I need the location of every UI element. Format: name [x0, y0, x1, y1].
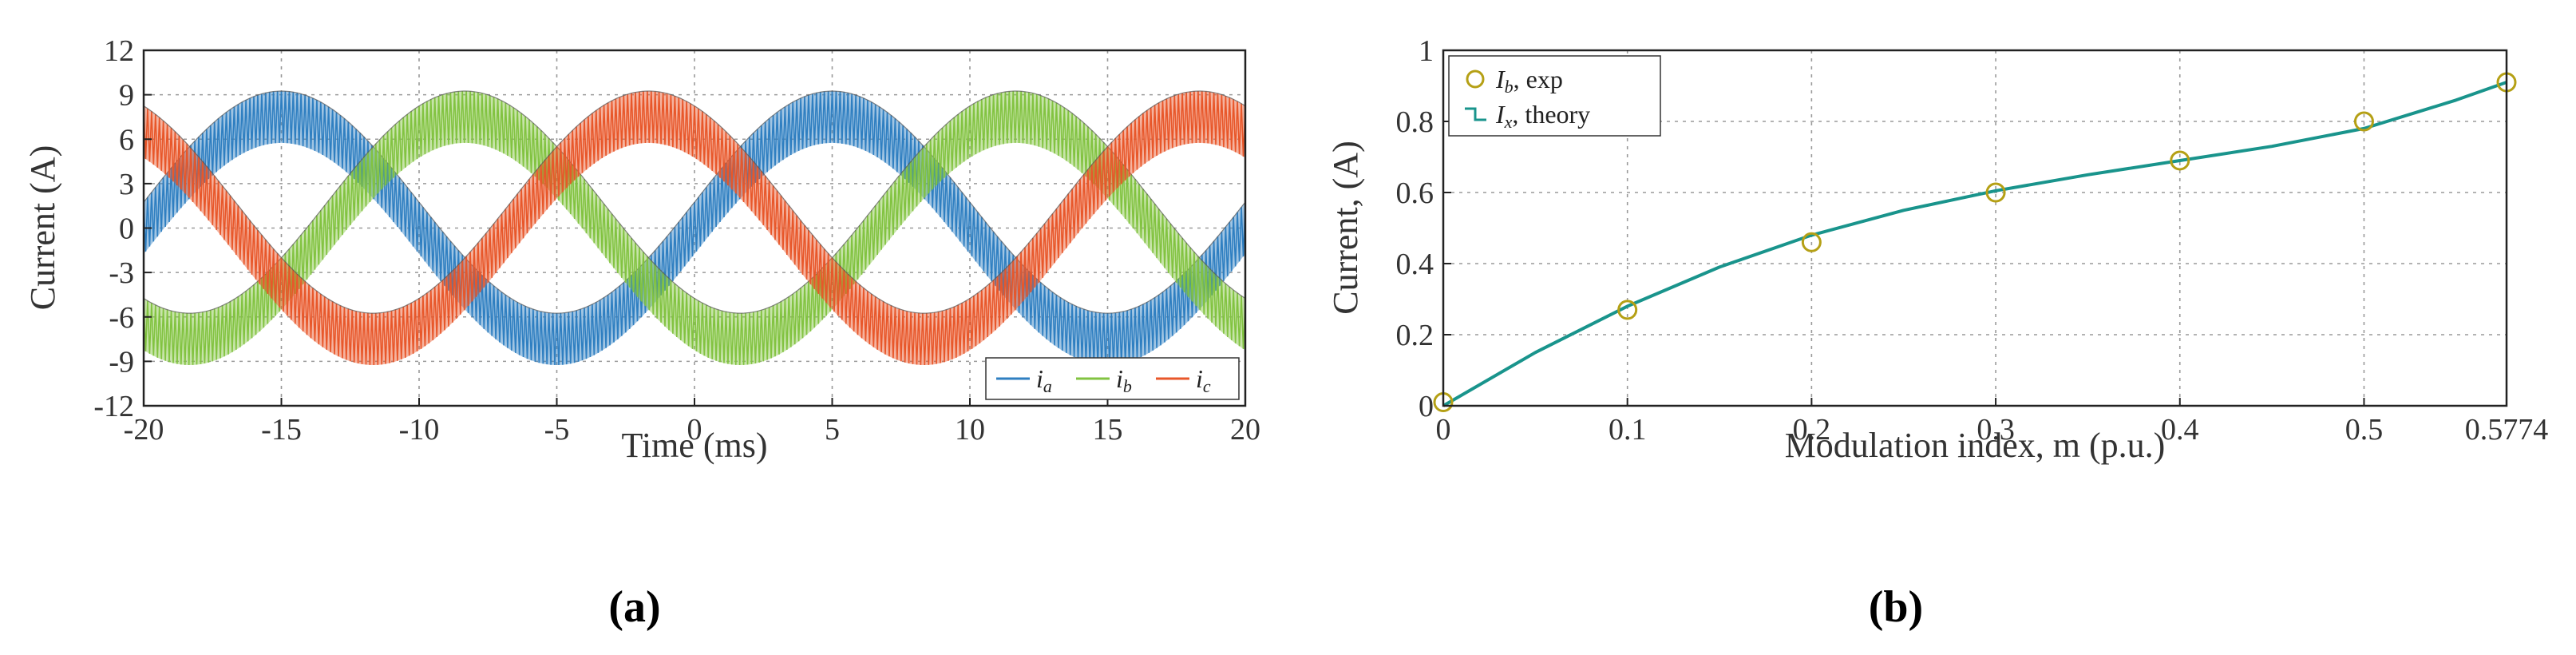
legend-label-exp: Ib, exp — [1495, 65, 1563, 97]
panel-a-xtick-label: -20 — [124, 413, 164, 447]
panel-a-xtick-label: -10 — [399, 413, 440, 447]
panel-b-xtick-label: 0 — [1436, 413, 1451, 447]
panel-a-chart: -20 -15 -10 -5 0 5 10 15 20 -12 -9 -6 -3 0 3 6 9 12 Time … — [23, 34, 1260, 632]
panel-a-xlabel: Time (ms) — [622, 426, 768, 465]
panel-b-xtick-label: 0.4 — [2161, 413, 2199, 447]
panel-a-ytick-label: -9 — [109, 345, 134, 379]
exp-point — [2170, 150, 2190, 171]
panel-a-xtick-label: 15 — [1093, 413, 1123, 447]
panel-a-ytick-label: 6 — [119, 123, 134, 157]
panel-a-ytick-label: -6 — [109, 301, 134, 335]
panel-a-ytick-label: 12 — [104, 34, 134, 68]
panel-a-ytick-label: -12 — [93, 390, 134, 423]
panel-b-ylabel: Current, (A) — [1326, 141, 1365, 315]
panel-a-label: (a) — [608, 582, 660, 632]
panel-a-ytick-label: 9 — [119, 79, 134, 113]
legend-label-theory: Ix, theory — [1495, 100, 1590, 132]
panel-a-xtick-label: 0 — [687, 413, 702, 447]
panel-b-label: (b) — [1869, 582, 1923, 632]
panel-b-ytick-label: 0.6 — [1396, 177, 1434, 210]
legend-line-theory — [1465, 107, 1486, 121]
panel-a-xtick-label: 10 — [955, 413, 985, 447]
panel-a-ytick-label: 3 — [119, 168, 134, 201]
series-ia-envelope — [144, 90, 1245, 314]
panel-a-legend: ia ib ic — [985, 357, 1240, 400]
panel-b-ytick-label: 0.4 — [1396, 248, 1434, 281]
panel-b-legend: Ib, exp Ix, theory — [1448, 55, 1661, 137]
panel-b-ytick-label: 0 — [1419, 390, 1434, 423]
legend-label-ib: ib — [1116, 364, 1132, 396]
series-ib-envelope — [144, 90, 1245, 314]
series-ic-band — [144, 91, 1245, 365]
panel-a-ylabel: Current (A) — [23, 145, 62, 311]
panel-b-xtick-label: 0.2 — [1793, 413, 1831, 447]
exp-point — [2353, 111, 2374, 132]
panel-b-xlabel: Modulation index, m (p.u.) — [1785, 426, 2166, 465]
panel-b-ytick-label: 0.2 — [1396, 319, 1434, 352]
panel-b-xtick-label: 0.5774 — [2465, 413, 2549, 447]
panel-b-legend-box — [1448, 55, 1661, 137]
panel-b-xtick-label: 0.3 — [1977, 413, 2015, 447]
exp-point — [1617, 300, 1638, 320]
exp-point — [1985, 182, 2006, 203]
panel-a-ytick-label: -3 — [109, 256, 134, 290]
panel-b-chart: 0 0.1 0.2 0.3 0.4 0.5 0.5774 0 0.2 0.4 0.6 0.8 1 Mod… — [1326, 34, 2548, 632]
exp-point — [1801, 232, 1822, 252]
panel-b-xtick-label: 0.5 — [2345, 413, 2384, 447]
panel-a-xtick-label: -15 — [261, 413, 302, 447]
series-ic-envelope — [144, 90, 1245, 314]
panel-b-ytick-label: 0.8 — [1396, 105, 1434, 139]
panel-b-axes-box — [1442, 49, 2508, 407]
legend-marker-exp — [1466, 69, 1485, 89]
panel-a-xtick-label: -5 — [544, 413, 570, 447]
theory-line — [1442, 81, 2507, 407]
series-ia-band — [144, 91, 1245, 365]
legend-label-ia: ia — [1036, 364, 1052, 396]
panel-b-ytick-label: 1 — [1419, 34, 1434, 68]
panel-a-xtick-label: 5 — [825, 413, 840, 447]
legend-label-ic: ic — [1196, 364, 1211, 396]
panel-a-ytick-label: 0 — [119, 212, 134, 246]
panel-b-xtick-label: 0.1 — [1609, 413, 1647, 447]
panel-a-xtick-label: 20 — [1230, 413, 1260, 447]
